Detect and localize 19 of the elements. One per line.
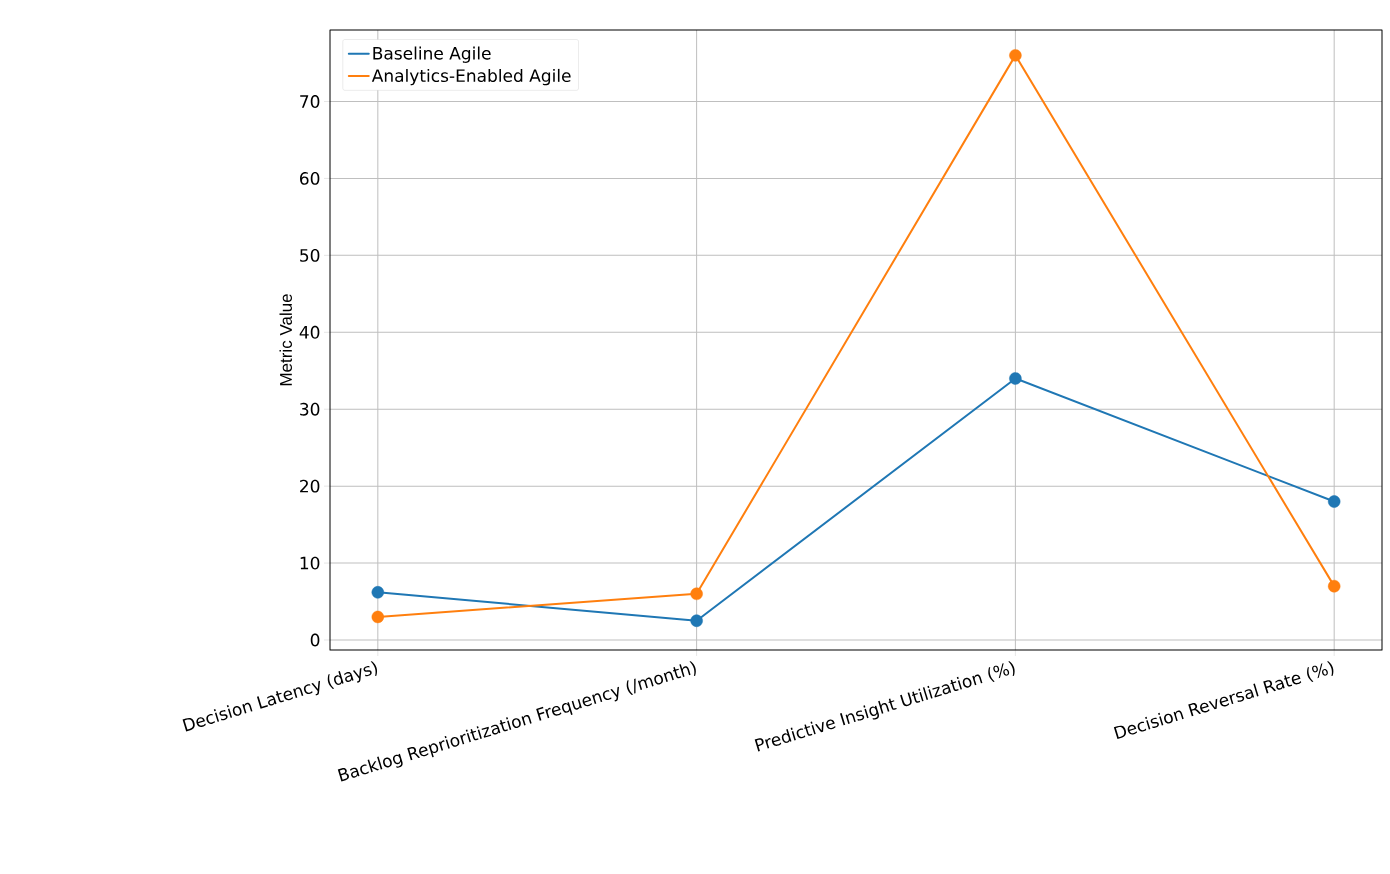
y-tick-label: 70 xyxy=(300,95,320,108)
y-tick-label: 50 xyxy=(300,248,320,262)
legend-label: Baseline Agile xyxy=(373,46,491,63)
point xyxy=(1009,372,1022,385)
y-tick-label: 30 xyxy=(300,402,320,416)
y-tick-label: 0 xyxy=(310,633,320,647)
point xyxy=(371,610,385,624)
point xyxy=(1327,579,1341,593)
y-axis-title: Metric Value xyxy=(279,294,292,386)
point xyxy=(371,586,385,599)
point xyxy=(690,587,703,601)
point xyxy=(690,614,703,627)
y-tick-label: 10 xyxy=(300,556,320,570)
point xyxy=(1327,495,1341,508)
point xyxy=(1009,49,1022,62)
legend-label: Analytics-Enabled Agile xyxy=(371,68,571,86)
y-tick-label: 60 xyxy=(300,172,320,185)
y-tick-label: 40 xyxy=(299,325,320,339)
y-tick-label: 20 xyxy=(300,479,320,493)
